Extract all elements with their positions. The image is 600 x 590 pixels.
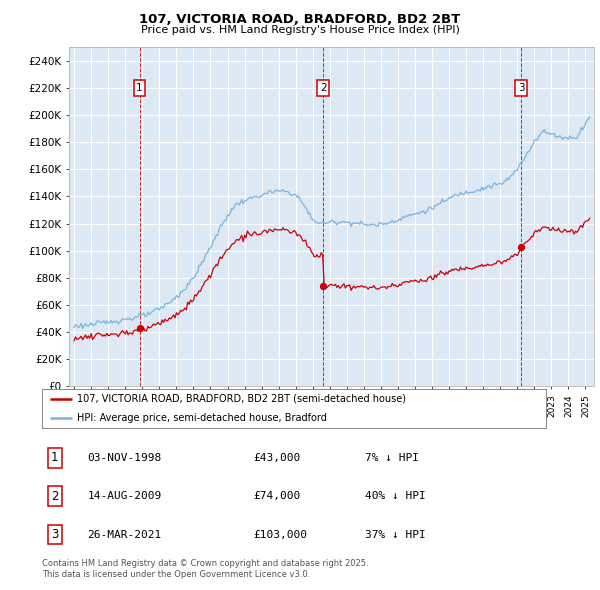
Point: [319, 281, 328, 291]
Text: 107, VICTORIA ROAD, BRADFORD, BD2 2BT (semi-detached house): 107, VICTORIA ROAD, BRADFORD, BD2 2BT (s…: [77, 394, 406, 404]
Text: 03-NOV-1998: 03-NOV-1998: [88, 453, 161, 463]
Text: 14-AUG-2009: 14-AUG-2009: [88, 491, 161, 501]
Text: Contains HM Land Registry data © Crown copyright and database right 2025.
This d: Contains HM Land Registry data © Crown c…: [42, 559, 368, 579]
Text: 2: 2: [51, 490, 58, 503]
Text: 26-MAR-2021: 26-MAR-2021: [88, 530, 161, 539]
Text: 1: 1: [136, 83, 143, 93]
Text: 2: 2: [320, 83, 326, 93]
Text: 7% ↓ HPI: 7% ↓ HPI: [365, 453, 419, 463]
Text: 1: 1: [51, 451, 58, 464]
Text: Price paid vs. HM Land Registry's House Price Index (HPI): Price paid vs. HM Land Registry's House …: [140, 25, 460, 35]
Text: HPI: Average price, semi-detached house, Bradford: HPI: Average price, semi-detached house,…: [77, 413, 327, 423]
Text: £103,000: £103,000: [254, 530, 308, 539]
Text: 37% ↓ HPI: 37% ↓ HPI: [365, 530, 425, 539]
Text: £74,000: £74,000: [254, 491, 301, 501]
Text: 3: 3: [51, 528, 58, 541]
Text: £43,000: £43,000: [254, 453, 301, 463]
Text: 107, VICTORIA ROAD, BRADFORD, BD2 2BT: 107, VICTORIA ROAD, BRADFORD, BD2 2BT: [139, 13, 461, 26]
Point: [517, 242, 526, 251]
Text: 40% ↓ HPI: 40% ↓ HPI: [365, 491, 425, 501]
Point: [135, 323, 145, 333]
Text: 3: 3: [518, 83, 524, 93]
